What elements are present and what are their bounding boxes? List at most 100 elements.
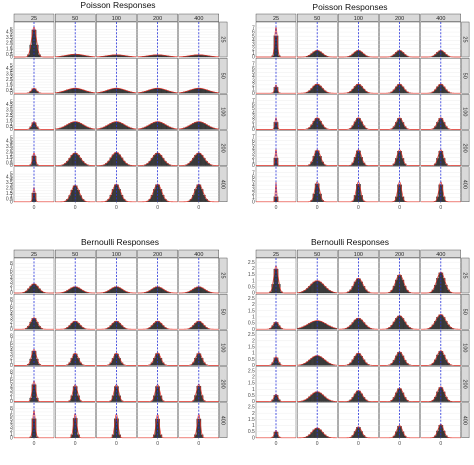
facet-cell xyxy=(137,94,178,130)
y-tick-label: 6 xyxy=(10,268,13,274)
facet-cell xyxy=(338,294,379,330)
facet-cell xyxy=(55,94,96,130)
facet-cell xyxy=(420,257,461,294)
histogram-bar xyxy=(109,123,113,130)
row-strip xyxy=(461,166,470,203)
y-tick-label: 2.5 xyxy=(248,332,255,338)
y-tick-label: 1 xyxy=(252,195,255,201)
histogram-bar xyxy=(192,123,195,130)
histogram-bar xyxy=(356,390,359,402)
x-tick-label: 0 xyxy=(156,205,159,211)
y-tick-label: 1.5 xyxy=(248,308,255,314)
y-tick-label: 2.5 xyxy=(248,296,255,302)
histogram-bar xyxy=(442,430,446,438)
facet-cell: 00.511.522.533.544.55 xyxy=(6,130,55,169)
y-tick-label: 3.5 xyxy=(6,35,13,41)
x-tick-label: 0 xyxy=(74,441,77,447)
y-tick-label: 5 xyxy=(252,34,255,40)
histogram-bar xyxy=(436,430,439,438)
y-tick-label: 7 xyxy=(252,26,255,32)
y-tick-label: 4.5 xyxy=(6,138,13,144)
y-tick-label: 2 xyxy=(252,338,255,344)
y-tick-label: 3 xyxy=(10,316,13,322)
density-curve xyxy=(297,320,338,329)
y-tick-label: 6 xyxy=(10,377,13,383)
y-tick-label: 1.5 xyxy=(6,82,13,88)
facet-cell: 0 xyxy=(178,166,220,211)
histogram-bar xyxy=(312,356,316,366)
col-strip-label: 50 xyxy=(72,252,78,258)
y-tick-label: 0.5 xyxy=(248,393,255,399)
y-tick-label: 1 xyxy=(10,85,13,91)
x-tick-label: 0 xyxy=(156,441,159,447)
density-curve xyxy=(297,83,338,94)
histogram-bar xyxy=(77,122,80,130)
y-tick-label: 4 xyxy=(10,141,13,147)
y-tick-label: 0.5 xyxy=(6,160,13,166)
facet-cell xyxy=(338,94,379,130)
y-tick-label: 8 xyxy=(10,370,13,376)
y-tick-label: 4 xyxy=(10,69,13,75)
histogram-bar xyxy=(70,88,74,94)
histogram-bar xyxy=(317,355,320,366)
row-strip xyxy=(219,257,228,294)
col-strip-label: 100 xyxy=(112,16,121,22)
facet-cell xyxy=(96,257,137,294)
col-strip-label: 100 xyxy=(354,252,363,258)
facet-cell xyxy=(338,130,379,166)
facet-cell xyxy=(338,366,379,402)
facet-cell: 0 xyxy=(137,402,178,447)
y-tick-label: 2.5 xyxy=(248,368,255,374)
facet-cell xyxy=(420,294,461,330)
y-tick-label: 3 xyxy=(10,74,13,80)
facet-cell xyxy=(178,94,220,130)
col-strip xyxy=(420,249,461,258)
histogram-bar xyxy=(109,88,113,94)
row-strip-label: 50 xyxy=(220,309,226,315)
y-tick-label: 5 xyxy=(10,345,13,351)
histogram-bar xyxy=(159,88,163,94)
row-strip-label: 25 xyxy=(462,36,468,42)
density-curve xyxy=(178,54,219,58)
y-tick-label: 0 xyxy=(10,363,13,369)
col-strip xyxy=(55,249,96,258)
col-strip xyxy=(13,13,55,22)
facet-cell xyxy=(96,366,137,402)
facet-cell xyxy=(137,330,178,366)
col-strip-label: 50 xyxy=(72,16,78,22)
y-tick-label: 1.5 xyxy=(6,46,13,52)
histogram-bar xyxy=(310,283,313,294)
y-tick-label: 0 xyxy=(252,55,255,61)
y-tick-label: 8 xyxy=(10,406,13,412)
col-strip-label: 100 xyxy=(354,16,363,22)
histogram-bar xyxy=(360,319,363,330)
y-tick-label: 0 xyxy=(252,163,255,169)
row-strip xyxy=(219,130,228,166)
row-strip-label: 25 xyxy=(220,36,226,42)
facet-cell: 0 xyxy=(379,402,420,447)
y-tick-label: 1.5 xyxy=(248,345,255,351)
histogram-bar xyxy=(314,428,318,438)
histogram-bar xyxy=(314,355,318,366)
row-strip xyxy=(219,294,228,330)
y-tick-label: 5 xyxy=(252,142,255,148)
y-tick-label: 1 xyxy=(252,278,255,284)
facet-cell xyxy=(178,257,220,294)
density-curve xyxy=(178,352,219,366)
facet-cell: 0 xyxy=(178,402,220,447)
histogram-bar xyxy=(319,281,322,294)
histogram-bar xyxy=(310,322,313,330)
y-tick-label: 5 xyxy=(252,70,255,76)
y-tick-label: 4 xyxy=(10,384,13,390)
col-strip-label: 25 xyxy=(273,16,279,22)
y-tick-label: 8 xyxy=(10,261,13,267)
density-curve xyxy=(420,149,461,166)
y-tick-label: 7 xyxy=(252,98,255,104)
facet-cell xyxy=(338,257,379,294)
y-tick-label: 2 xyxy=(252,46,255,52)
y-tick-label: 7 xyxy=(252,62,255,68)
histogram-bar xyxy=(68,123,71,130)
histogram-bar xyxy=(312,392,316,402)
y-tick-label: 4 xyxy=(10,348,13,354)
